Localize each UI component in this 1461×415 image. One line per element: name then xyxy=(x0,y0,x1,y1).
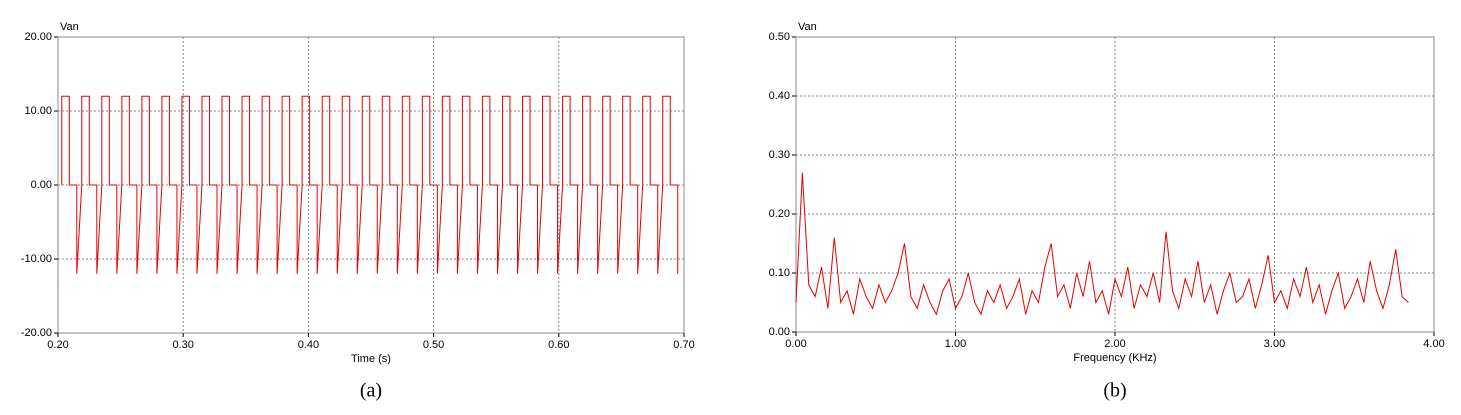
y-tick-label: -10.00 xyxy=(21,253,52,265)
x-axis-label: Time (s) xyxy=(351,353,391,365)
x-tick-label: 3.00 xyxy=(1264,338,1285,350)
x-tick-label: 0.40 xyxy=(298,339,319,351)
y-tick-label: 0.30 xyxy=(769,149,790,161)
y-tick-label: 0.10 xyxy=(769,267,790,279)
x-tick-label: 0.30 xyxy=(172,339,193,351)
x-tick-label: 4.00 xyxy=(1423,338,1444,350)
x-tick-label: 0.70 xyxy=(673,339,694,351)
signal-line xyxy=(61,95,679,274)
series-label: Van xyxy=(798,21,817,33)
y-tick-label: 0.40 xyxy=(769,90,790,102)
series-label: Van xyxy=(60,21,79,33)
x-tick-label: 0.00 xyxy=(785,338,806,350)
y-tick-label: 20.00 xyxy=(24,31,52,43)
x-tick-label: 1.00 xyxy=(945,338,966,350)
x-tick-label: 0.20 xyxy=(47,339,68,351)
y-tick-label: 10.00 xyxy=(24,105,52,117)
y-tick-label: 0.50 xyxy=(769,31,790,43)
caption: (a) xyxy=(360,380,382,402)
x-tick-label: 0.60 xyxy=(548,339,569,351)
signal-line xyxy=(795,172,1409,316)
y-tick-label: 0.00 xyxy=(769,326,790,338)
y-tick-label: 0.00 xyxy=(31,179,52,191)
x-tick-label: 0.50 xyxy=(423,339,444,351)
caption: (b) xyxy=(1103,380,1126,402)
y-tick-label: -20.00 xyxy=(21,327,52,339)
x-axis-label: Frequency (KHz) xyxy=(1073,352,1156,364)
y-tick-label: 0.20 xyxy=(769,208,790,220)
x-tick-label: 2.00 xyxy=(1104,338,1125,350)
